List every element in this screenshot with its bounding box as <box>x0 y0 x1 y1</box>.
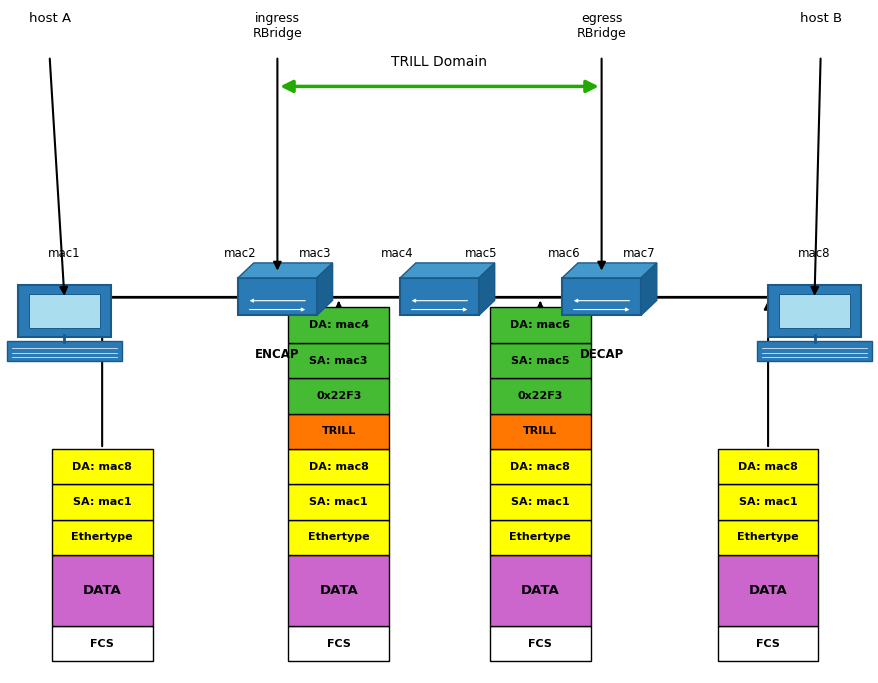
Text: SA: mac1: SA: mac1 <box>309 497 368 507</box>
Text: DA: mac8: DA: mac8 <box>738 462 797 472</box>
Text: TRILL: TRILL <box>321 426 356 436</box>
Text: DA: mac8: DA: mac8 <box>308 462 368 472</box>
FancyBboxPatch shape <box>288 520 389 555</box>
FancyBboxPatch shape <box>52 449 153 484</box>
Text: DA: mac8: DA: mac8 <box>72 462 132 472</box>
Polygon shape <box>238 263 332 278</box>
Text: DATA: DATA <box>748 584 787 597</box>
Text: FCS: FCS <box>755 639 779 649</box>
Text: TRILL Domain: TRILL Domain <box>391 55 487 70</box>
FancyBboxPatch shape <box>288 307 389 343</box>
Text: mac8: mac8 <box>797 247 830 260</box>
Text: Ethertype: Ethertype <box>509 533 571 542</box>
Polygon shape <box>399 263 494 278</box>
Text: DATA: DATA <box>521 584 559 597</box>
FancyBboxPatch shape <box>7 341 122 361</box>
Text: Ethertype: Ethertype <box>307 533 369 542</box>
Polygon shape <box>479 263 494 316</box>
Text: Ethertype: Ethertype <box>737 533 798 542</box>
Text: 0x22F3: 0x22F3 <box>316 391 361 401</box>
Text: ENCAP: ENCAP <box>255 348 299 361</box>
FancyBboxPatch shape <box>489 307 590 343</box>
Text: mac4: mac4 <box>381 247 414 260</box>
FancyBboxPatch shape <box>489 626 590 661</box>
Text: DECAP: DECAP <box>579 348 623 361</box>
FancyBboxPatch shape <box>562 278 640 316</box>
FancyBboxPatch shape <box>288 378 389 414</box>
Text: FCS: FCS <box>90 639 114 649</box>
Text: mac7: mac7 <box>623 247 655 260</box>
FancyBboxPatch shape <box>288 343 389 378</box>
Text: mac1: mac1 <box>48 247 81 260</box>
FancyBboxPatch shape <box>52 555 153 626</box>
FancyBboxPatch shape <box>18 285 111 337</box>
Text: mac3: mac3 <box>299 247 331 260</box>
FancyBboxPatch shape <box>716 520 817 555</box>
FancyBboxPatch shape <box>52 520 153 555</box>
Text: SA: mac1: SA: mac1 <box>738 497 796 507</box>
FancyBboxPatch shape <box>716 449 817 484</box>
FancyBboxPatch shape <box>779 294 849 328</box>
FancyBboxPatch shape <box>489 555 590 626</box>
Text: DATA: DATA <box>319 584 357 597</box>
Text: mac2: mac2 <box>223 247 255 260</box>
FancyBboxPatch shape <box>288 449 389 484</box>
Text: FCS: FCS <box>327 639 350 649</box>
FancyBboxPatch shape <box>489 343 590 378</box>
FancyBboxPatch shape <box>716 555 817 626</box>
Text: 0x22F3: 0x22F3 <box>517 391 562 401</box>
FancyBboxPatch shape <box>288 414 389 449</box>
Text: mac5: mac5 <box>464 247 497 260</box>
Text: SA: mac3: SA: mac3 <box>309 356 368 365</box>
Text: SA: mac1: SA: mac1 <box>73 497 132 507</box>
FancyBboxPatch shape <box>238 278 316 316</box>
Text: SA: mac1: SA: mac1 <box>510 497 569 507</box>
Text: host A: host A <box>28 12 70 25</box>
FancyBboxPatch shape <box>52 626 153 661</box>
Text: DA: mac4: DA: mac4 <box>308 320 368 330</box>
FancyBboxPatch shape <box>489 520 590 555</box>
Text: DA: mac8: DA: mac8 <box>510 462 570 472</box>
FancyBboxPatch shape <box>716 484 817 520</box>
FancyBboxPatch shape <box>756 341 871 361</box>
Text: mac6: mac6 <box>547 247 579 260</box>
FancyBboxPatch shape <box>716 626 817 661</box>
Text: host B: host B <box>799 12 841 25</box>
Text: DATA: DATA <box>83 584 121 597</box>
FancyBboxPatch shape <box>288 626 389 661</box>
FancyBboxPatch shape <box>489 378 590 414</box>
Polygon shape <box>562 263 656 278</box>
Text: DA: mac6: DA: mac6 <box>510 320 570 330</box>
Text: SA: mac5: SA: mac5 <box>510 356 569 365</box>
FancyBboxPatch shape <box>288 484 389 520</box>
FancyBboxPatch shape <box>489 449 590 484</box>
Text: TRILL: TRILL <box>522 426 557 436</box>
FancyBboxPatch shape <box>489 484 590 520</box>
Polygon shape <box>640 263 656 316</box>
Text: egress
RBridge: egress RBridge <box>576 12 626 40</box>
Text: ingress
RBridge: ingress RBridge <box>252 12 302 40</box>
FancyBboxPatch shape <box>489 414 590 449</box>
FancyBboxPatch shape <box>52 484 153 520</box>
FancyBboxPatch shape <box>288 555 389 626</box>
FancyBboxPatch shape <box>767 285 860 337</box>
FancyBboxPatch shape <box>29 294 99 328</box>
Polygon shape <box>316 263 332 316</box>
Text: Ethertype: Ethertype <box>71 533 133 542</box>
FancyBboxPatch shape <box>399 278 479 316</box>
Text: FCS: FCS <box>528 639 551 649</box>
